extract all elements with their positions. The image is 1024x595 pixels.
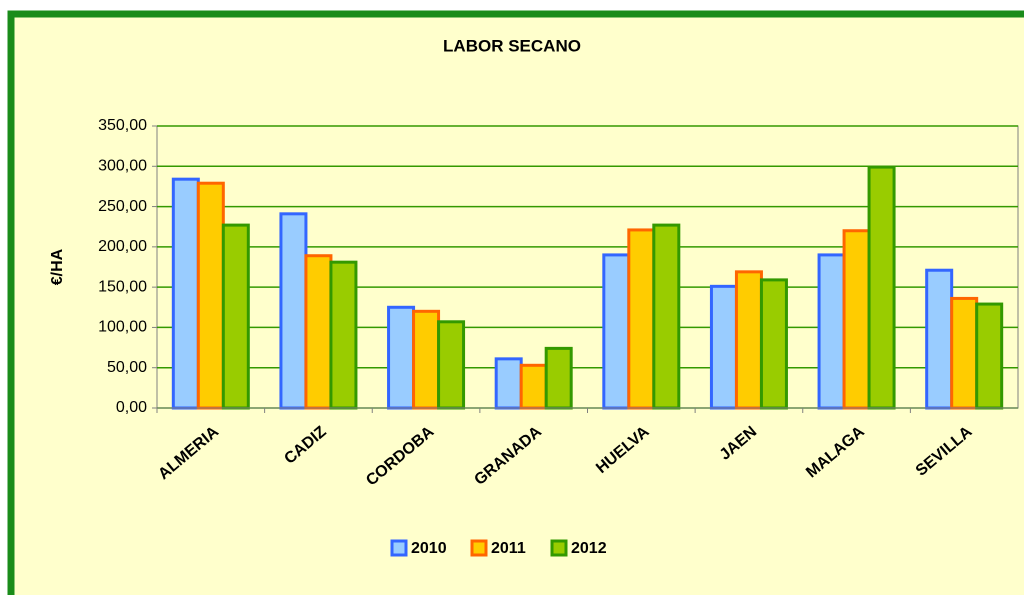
bar: [412, 309, 441, 410]
chart-title: LABOR SECANO: [443, 36, 581, 55]
y-tick-label: 350,00: [98, 117, 147, 134]
y-tick-label: 100,00: [98, 319, 147, 336]
bar: [925, 268, 954, 410]
y-tick-label: 50,00: [107, 359, 147, 376]
y-axis-label: €/HA: [49, 248, 66, 285]
bar: [279, 212, 308, 410]
legend-swatch: [550, 539, 568, 557]
bar: [519, 363, 548, 410]
bar: [627, 228, 656, 410]
bar: [196, 181, 225, 410]
bar: [602, 253, 631, 410]
bar: [759, 278, 788, 410]
bar: [867, 165, 896, 410]
bar: [950, 296, 979, 410]
bar: [494, 357, 523, 410]
bar: [544, 346, 573, 410]
bar: [975, 302, 1004, 410]
legend-swatch: [470, 539, 488, 557]
bar: [304, 254, 333, 410]
bar: [221, 223, 250, 410]
y-tick-label: 200,00: [98, 238, 147, 255]
bar: [387, 305, 416, 410]
bar: [652, 223, 681, 410]
bar: [709, 284, 738, 410]
legend-label: 2012: [571, 540, 607, 557]
bar: [817, 253, 846, 410]
legend-label: 2011: [491, 540, 526, 557]
bar: [329, 260, 358, 410]
y-tick-label: 150,00: [98, 278, 147, 295]
legend-label: 2010: [411, 540, 447, 557]
y-tick-label: 300,00: [98, 158, 147, 175]
bar: [437, 320, 466, 410]
y-tick-label: 250,00: [98, 198, 147, 215]
bar: [842, 229, 871, 410]
bar: [734, 270, 763, 410]
bar: [171, 177, 200, 410]
legend-swatch: [390, 539, 408, 557]
y-tick-label: 0,00: [116, 399, 147, 416]
